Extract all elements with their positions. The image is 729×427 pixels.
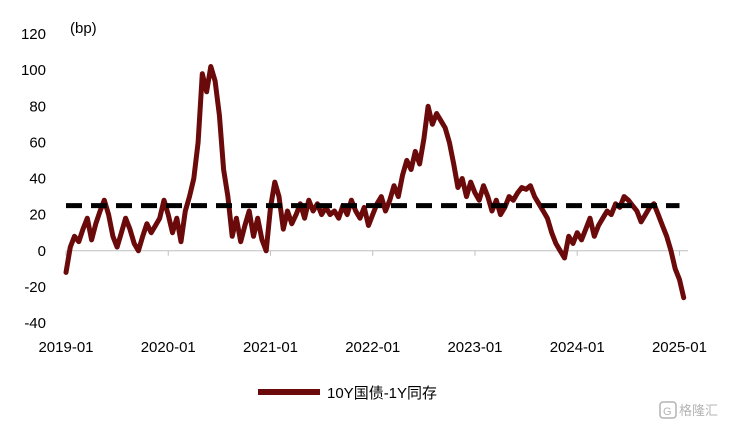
- x-tick-label: 2020-01: [141, 339, 196, 356]
- y-tick-label: 40: [29, 171, 46, 188]
- x-tick-label: 2021-01: [243, 339, 298, 356]
- y-axis-ticks: 120 100 80 60 40 20 0 -20 -40: [21, 26, 46, 332]
- y-tick-label: 0: [38, 243, 46, 260]
- y-tick-label: 100: [21, 62, 46, 79]
- x-axis-ticks: 2019-01 2020-01 2021-01 2022-01 2023-01 2024-…: [38, 250, 707, 356]
- y-tick-label: 20: [29, 207, 46, 224]
- legend-label: 10Y国债-1Y同存: [327, 385, 437, 402]
- svg-text:G: G: [663, 406, 672, 418]
- legend: 10Y国债-1Y同存: [258, 385, 437, 402]
- y-tick-label: 120: [21, 26, 46, 43]
- x-tick-label: 2022-01: [345, 339, 400, 356]
- y-unit-label: (bp): [70, 20, 97, 37]
- y-tick-label: -40: [24, 315, 46, 332]
- y-tick-label: -20: [24, 279, 46, 296]
- series-line: [63, 64, 687, 301]
- x-tick-label: 2025-01: [652, 339, 707, 356]
- x-tick-label: 2023-01: [447, 339, 502, 356]
- y-tick-label: 60: [29, 134, 46, 151]
- watermark-text: 格隆汇: [679, 403, 718, 418]
- x-tick-label: 2024-01: [550, 339, 605, 356]
- watermark: G 格隆汇: [659, 401, 718, 419]
- y-tick-label: 80: [29, 98, 46, 115]
- x-tick-label: 2019-01: [38, 339, 93, 356]
- glh-logo-icon: [659, 401, 677, 419]
- series-layer: [63, 64, 687, 301]
